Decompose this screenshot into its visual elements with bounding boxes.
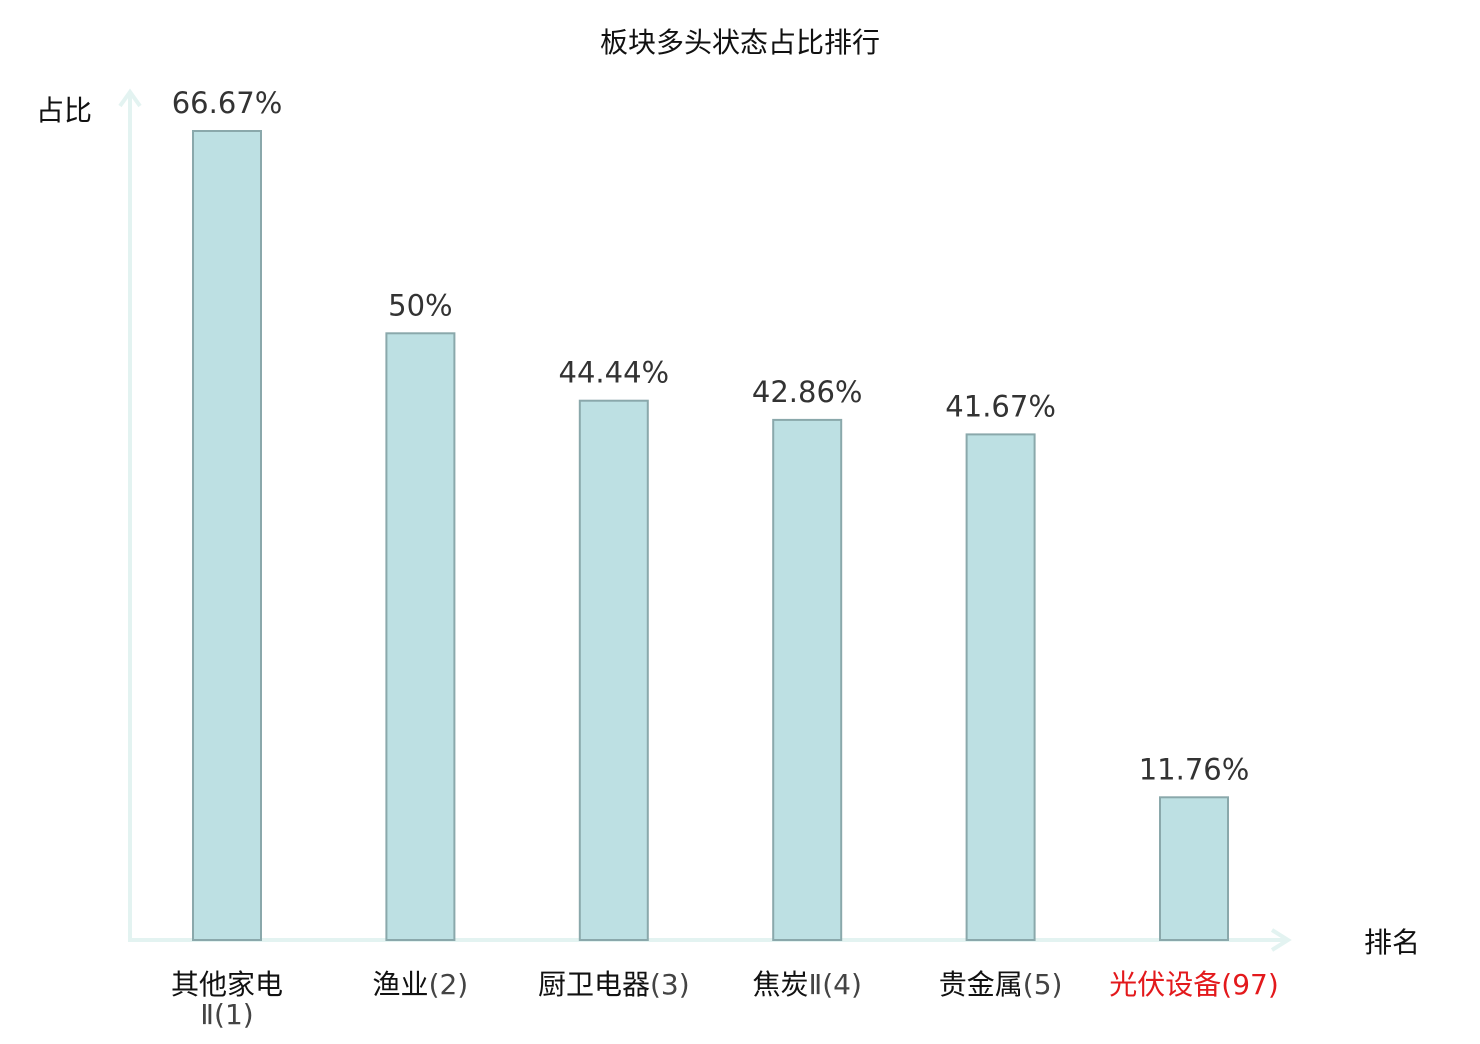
value-labels-group: 66.67% 50% 44.44% 42.86% 41.67% 11.76% [172,86,1250,786]
x-axis-label: 排名 [1364,926,1420,959]
x-tick-label: 其他家电 [171,968,283,1001]
x-tick-label: 渔业(2) [373,968,469,1001]
x-tick-rank: Ⅱ(1) [200,998,253,1031]
x-axis [128,928,1292,952]
x-tick-label: 厨卫电器(3) [538,968,690,1001]
value-label: 11.76% [1139,752,1250,786]
x-tick-label: 焦炭Ⅱ(4) [752,968,861,1001]
chart-title: 板块多头状态占比排行 [600,26,880,59]
x-tick-label-name: 焦炭 [752,968,808,1001]
bar [192,130,262,941]
x-tick-label: 贵金属(5) [939,968,1063,1001]
x-tick-label-rank: (5) [1023,968,1063,1001]
bar [385,332,456,941]
bar [578,399,649,941]
x-tick-label-rank: (2) [429,968,469,1001]
x-tick-label-rank: Ⅱ(4) [808,968,861,1001]
bar [965,433,1036,941]
value-label: 66.67% [172,86,283,120]
bars-group [192,130,1229,941]
x-tick-label-name: 贵金属 [939,968,1023,1001]
value-label: 50% [388,288,452,322]
x-tick-label-name: 渔业 [373,968,429,1001]
value-label: 42.86% [752,375,863,409]
y-axis-label: 占比 [36,94,92,127]
x-tick-label-rank: (3) [650,968,690,1001]
x-tick-label-name: 厨卫电器 [538,968,650,1001]
x-tick-label-rank: (97) [1221,968,1278,1001]
x-tick-label-name: 光伏设备 [1109,968,1221,1001]
y-axis [118,88,142,940]
value-label: 41.67% [945,389,1056,423]
value-label: 44.44% [559,356,670,390]
x-tick-label: 光伏设备(97) [1109,968,1279,1001]
bar [772,418,843,941]
bar [1159,796,1229,941]
